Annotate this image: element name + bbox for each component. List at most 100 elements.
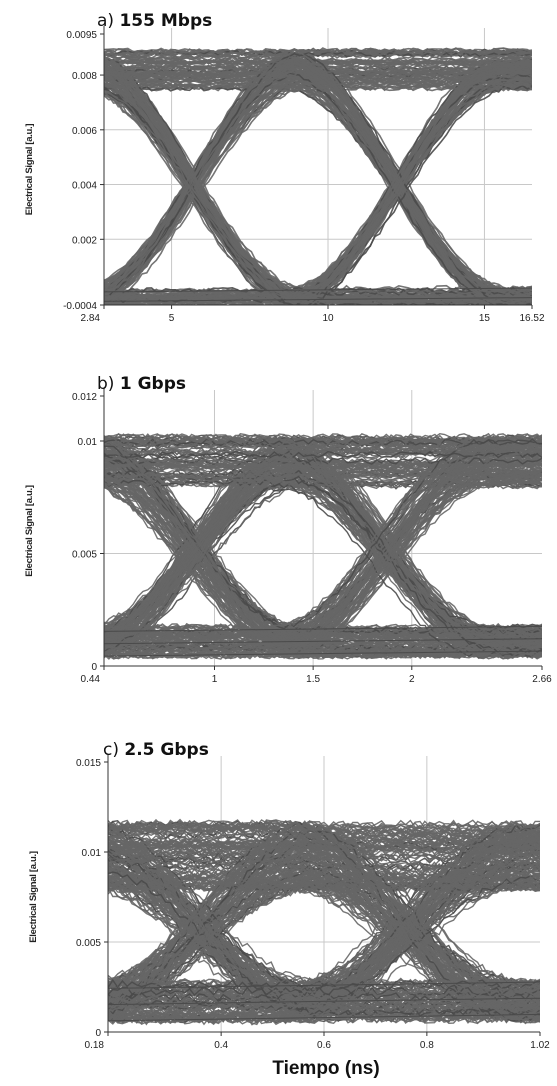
eye-trace	[104, 472, 542, 645]
y-axis-label: Electrical Signal [a.u.]	[24, 485, 35, 577]
y-tick-label: 0.004	[72, 181, 97, 192]
eye-trace	[108, 820, 540, 991]
eye-trace	[104, 64, 532, 72]
eye-trace	[104, 84, 532, 305]
eye-trace	[104, 57, 532, 295]
eye-trace	[108, 829, 540, 1013]
eye-trace	[104, 75, 532, 305]
x-tick-label: 0.44	[81, 674, 101, 685]
eye-trace	[104, 83, 526, 305]
baseline-trace	[108, 1013, 540, 1022]
y-tick-label: 0.012	[72, 392, 97, 403]
baseline-trace	[108, 981, 540, 989]
eye-trace	[108, 882, 540, 988]
eye-trace	[104, 92, 532, 296]
y-tick-label: 0.01	[82, 848, 102, 859]
eye-trace	[104, 471, 542, 639]
eye-trace	[104, 433, 542, 633]
y-tick-label: 0.015	[76, 758, 101, 769]
eye-traces	[108, 818, 540, 1026]
x-tick-label: 16.52	[519, 313, 544, 324]
baseline-trace	[108, 997, 540, 1006]
baseline-trace	[104, 307, 532, 311]
eye-trace	[108, 819, 540, 830]
eye-trace	[108, 1011, 540, 1022]
eye-trace	[104, 307, 532, 312]
y-tick-label: 0.0095	[66, 30, 97, 41]
y-tick-label: -0.0004	[63, 301, 97, 312]
eye-trace	[104, 437, 542, 445]
eye-traces	[104, 47, 532, 312]
eye-trace	[108, 986, 540, 997]
eye-trace	[108, 844, 540, 855]
y-tick-label: 0	[95, 1028, 101, 1039]
y-tick-label: 0	[91, 662, 97, 673]
eye-trace	[108, 868, 540, 1000]
eye-trace	[104, 58, 532, 66]
eye-trace	[104, 645, 542, 654]
eye-trace	[108, 875, 540, 1012]
eye-trace	[104, 306, 532, 311]
baseline-trace	[104, 625, 542, 632]
eye-trace	[104, 460, 542, 651]
eye-trace	[104, 89, 532, 296]
eye-trace	[104, 475, 542, 644]
eye-trace	[108, 867, 540, 988]
eye-trace	[104, 295, 532, 302]
x-tick-label: 2.66	[532, 674, 552, 685]
eye-trace	[104, 93, 532, 297]
baseline-trace	[104, 287, 532, 293]
eye-trace	[108, 860, 540, 1018]
x-tick-label: 0.6	[317, 1040, 331, 1051]
y-axis-label: Electrical Signal [a.u.]	[24, 124, 35, 216]
eye-trace	[108, 860, 540, 996]
eye-trace	[104, 450, 542, 459]
x-tick-label: 2.84	[81, 313, 101, 324]
eye-trace	[104, 76, 532, 305]
eye-trace	[108, 881, 540, 993]
panel-title: a) 155 Mbps	[97, 11, 212, 31]
x-tick-label: 1.5	[306, 674, 320, 685]
eye-trace	[104, 476, 542, 637]
x-tick-label: 15	[479, 313, 491, 324]
baseline-trace	[104, 638, 542, 645]
panel-title: c) 2.5 Gbps	[103, 740, 209, 760]
y-tick-label: 0.006	[72, 126, 97, 137]
eye-trace	[104, 465, 542, 637]
eye-trace	[104, 93, 286, 305]
x-axis-label: Tiempo (ns)	[272, 1058, 379, 1079]
y-tick-label: 0.008	[72, 71, 97, 82]
eye-panel-1: 2.84 5 10 15 16.52 -0.0004 0.002 0.004 0.006 0.00…	[24, 11, 545, 324]
eye-trace	[104, 55, 532, 305]
panel-title: b) 1 Gbps	[97, 374, 186, 394]
x-tick-label: 10	[322, 313, 334, 324]
y-tick-label: 0.005	[76, 938, 101, 949]
eye-trace	[104, 85, 532, 292]
y-axis-label: Electrical Signal [a.u.]	[28, 851, 39, 943]
y-tick-label: 0.005	[72, 550, 97, 561]
eye-trace	[104, 74, 532, 299]
eye-trace	[104, 649, 542, 658]
eye-trace	[104, 80, 532, 297]
eye-trace	[104, 60, 532, 296]
x-tick-label: 0.8	[420, 1040, 434, 1051]
eye-trace	[104, 470, 542, 478]
eye-trace	[104, 475, 542, 629]
eye-trace	[108, 880, 540, 1000]
eye-trace	[104, 469, 542, 653]
eye-trace	[104, 479, 542, 635]
eye-trace	[104, 443, 542, 649]
eye-trace	[104, 479, 542, 488]
eye-trace	[104, 462, 542, 631]
eye-trace	[108, 838, 540, 849]
eye-panel-3: 0.18 0.4 0.6 0.8 1.02 0 0.005 0.01 0.015 Electric…	[28, 740, 550, 1079]
x-tick-label: 1	[212, 674, 218, 685]
eye-trace	[108, 831, 540, 989]
eye-trace	[104, 74, 532, 304]
x-tick-label: 0.4	[214, 1040, 228, 1051]
eye-panel-2: 0.44 1 1.5 2 2.66 0 0.005 0.01 0.012 Electrical S…	[24, 374, 552, 685]
eye-trace	[108, 833, 540, 991]
eye-trace	[108, 991, 540, 1002]
eye-trace	[104, 80, 532, 87]
